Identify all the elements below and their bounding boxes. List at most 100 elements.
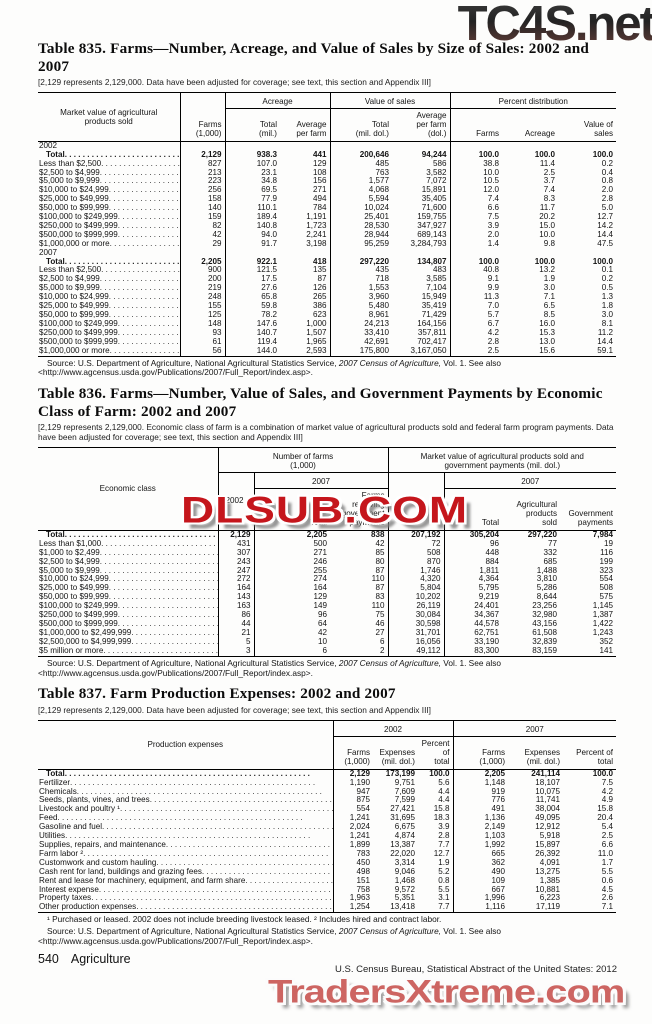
cell: 148 — [179, 319, 225, 329]
cell: 0.6 — [601, 876, 614, 885]
cell: 18.3 — [433, 814, 450, 823]
row-label: Interest expense — [38, 886, 333, 895]
row-label: Customwork and custom hauling — [38, 859, 333, 868]
row-label: Cash rent for land, buildings and grazin… — [38, 868, 333, 877]
cell: 27 — [375, 628, 385, 637]
table-837-note: [2,129 represents 2,129,000. Data have b… — [38, 704, 431, 715]
cell: 163 — [217, 602, 254, 612]
cell: 6.6 — [601, 841, 614, 849]
cell: 2.8 — [601, 195, 613, 204]
row-label: $25,000 to $49,999 — [38, 195, 180, 204]
cell: 29 — [179, 239, 225, 249]
row-label: $1,000,000 to $2,499,999 — [38, 629, 218, 638]
cell: 13.2 — [539, 266, 555, 275]
cell: 140.8 — [224, 221, 280, 231]
stub-head: Market value of agricultural products so… — [60, 107, 158, 126]
cell: 12.7 — [597, 213, 613, 222]
row-label: Rent and lease for machinery, equipment,… — [38, 877, 333, 886]
cell: 14.4 — [597, 230, 613, 239]
cell: 0.5 — [601, 284, 613, 293]
cell: 10 — [253, 637, 330, 647]
cell: 42,691 — [329, 337, 392, 347]
cell: 5,594 — [329, 195, 392, 205]
cell: 129 — [312, 159, 327, 168]
cell: 100.0 — [449, 150, 502, 160]
row-label: $100,000 to $249,999 — [38, 320, 180, 329]
cell: 140.7 — [224, 328, 280, 338]
cell: 119.4 — [224, 337, 280, 347]
cell: 108 — [312, 168, 327, 177]
cell: 3.0 — [601, 311, 613, 320]
row-label: Property taxes — [38, 894, 333, 903]
cell: 7.1 — [601, 903, 614, 912]
cell: 61 — [179, 337, 225, 347]
section-year-row: 2002 — [38, 140, 616, 151]
cell: 77.9 — [224, 195, 280, 205]
page-number: 540 — [38, 952, 59, 966]
sub-group-2007-value: 2007 — [443, 472, 617, 489]
cell: 125 — [179, 311, 225, 320]
table-row: Fertilizer1,190 9,751 5.61,148 18,107 7.5 — [38, 778, 616, 788]
cell: 4.9 — [601, 796, 614, 805]
cell: 0.1 — [601, 266, 613, 275]
cell: 107.0 — [224, 159, 280, 169]
cell: 33,410 — [329, 328, 392, 338]
cell: 24,401 — [443, 602, 503, 612]
table-row: $10,000 to $24,99924865.82653,96015,9491… — [38, 293, 616, 303]
cell: 100.0 — [534, 257, 555, 266]
cell: 24,213 — [329, 319, 392, 329]
cell: 72 — [387, 539, 445, 549]
cell: 12.7 — [433, 849, 450, 858]
cell: 3,810 — [536, 575, 558, 584]
row-label: $250,000 to $499,999 — [38, 222, 180, 231]
cell: 56 — [179, 346, 225, 357]
row-label: $50,000 to $99,999 — [38, 311, 180, 320]
table-row: Feed1,241 31,695 18.31,136 49,095 20.4 — [38, 814, 616, 824]
row-label: Total — [38, 768, 333, 779]
cell: 0.8 — [601, 177, 613, 186]
cell: 158 — [179, 195, 225, 205]
table-row: Total2,1292,205838207,192305,204297,2207… — [38, 529, 617, 540]
cell: 32,980 — [532, 611, 558, 620]
cell: 4.4 — [438, 796, 450, 805]
row-label: Feed — [38, 814, 333, 823]
row-label: Chemicals — [38, 788, 333, 797]
row-label: $2,500 to $4,999 — [38, 558, 218, 567]
table-837-title: Table 837. Farm Production Expenses: 200… — [38, 685, 396, 703]
cell: 149 — [253, 602, 330, 612]
row-label: 2002 — [38, 140, 180, 151]
cell — [502, 140, 558, 151]
cell — [392, 140, 450, 151]
cell: 91.7 — [224, 239, 280, 249]
cell: 9.9 — [449, 284, 502, 294]
cell: 5.4 — [601, 823, 614, 832]
cell: 827 — [179, 159, 225, 169]
cell: 7.0 — [449, 302, 502, 312]
cell: 508 — [387, 548, 445, 558]
cell: 418 — [312, 257, 327, 266]
cell — [179, 248, 225, 258]
cell: 38.8 — [449, 159, 502, 169]
cell: 1,145 — [592, 602, 614, 611]
cell: 12,912 — [535, 823, 561, 832]
cell: 13,387 — [390, 841, 415, 849]
cell: 1,148 — [452, 778, 509, 788]
group-header-number-of-farms: Number of farms (1,000) — [217, 447, 389, 473]
cell: 15,897 — [535, 841, 561, 849]
cell: 5,795 — [443, 584, 503, 594]
cell: 554 — [599, 575, 614, 584]
cell — [449, 140, 502, 151]
table-836-title: Table 836. Farms—Number, Value of Sales,… — [38, 385, 603, 420]
cell: 4,874 — [394, 832, 415, 841]
cell: 494 — [312, 195, 327, 204]
cell: 1,191 — [306, 213, 327, 222]
column-header-2007-expenses: Expenses (mil. dol.) — [524, 747, 561, 766]
table-row: Gasoline and fuel2,024 6,675 3.92,149 12,91… — [38, 823, 616, 833]
